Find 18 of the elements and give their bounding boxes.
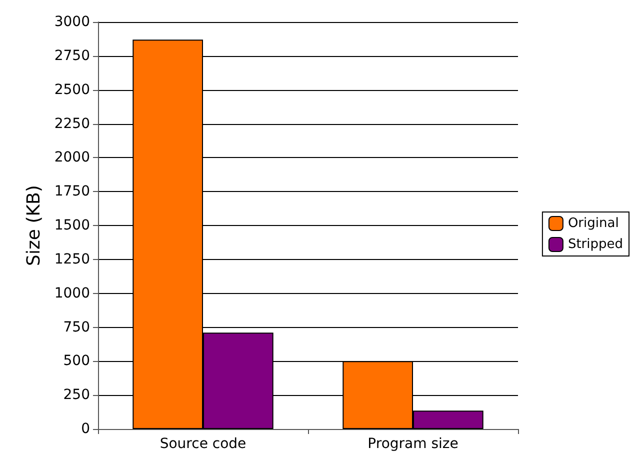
legend-label: Stripped [568,237,624,252]
y-tick-label: 2250 [54,116,90,132]
y-tick-label: 0 [81,421,90,437]
y-tick-label: 750 [63,319,90,336]
y-tick-label: 2500 [54,82,90,98]
y-tick-label: 2750 [54,48,90,64]
y-tick-label: 1250 [54,251,90,268]
y-axis-title: Size (KB) [24,185,44,266]
y-tick-label: 1750 [54,184,90,200]
y-tick-label: 3000 [54,14,90,30]
legend-label: Original [568,216,619,231]
x-tick-label: Source code [160,436,246,452]
y-tick-label: 1000 [54,285,90,302]
y-tick-label: 2000 [54,150,90,166]
y-tick-label: 250 [63,387,90,404]
y-tick-label: 1500 [54,218,90,234]
y-tick-label: 500 [63,353,90,370]
x-tick-label: Program size [368,436,458,452]
